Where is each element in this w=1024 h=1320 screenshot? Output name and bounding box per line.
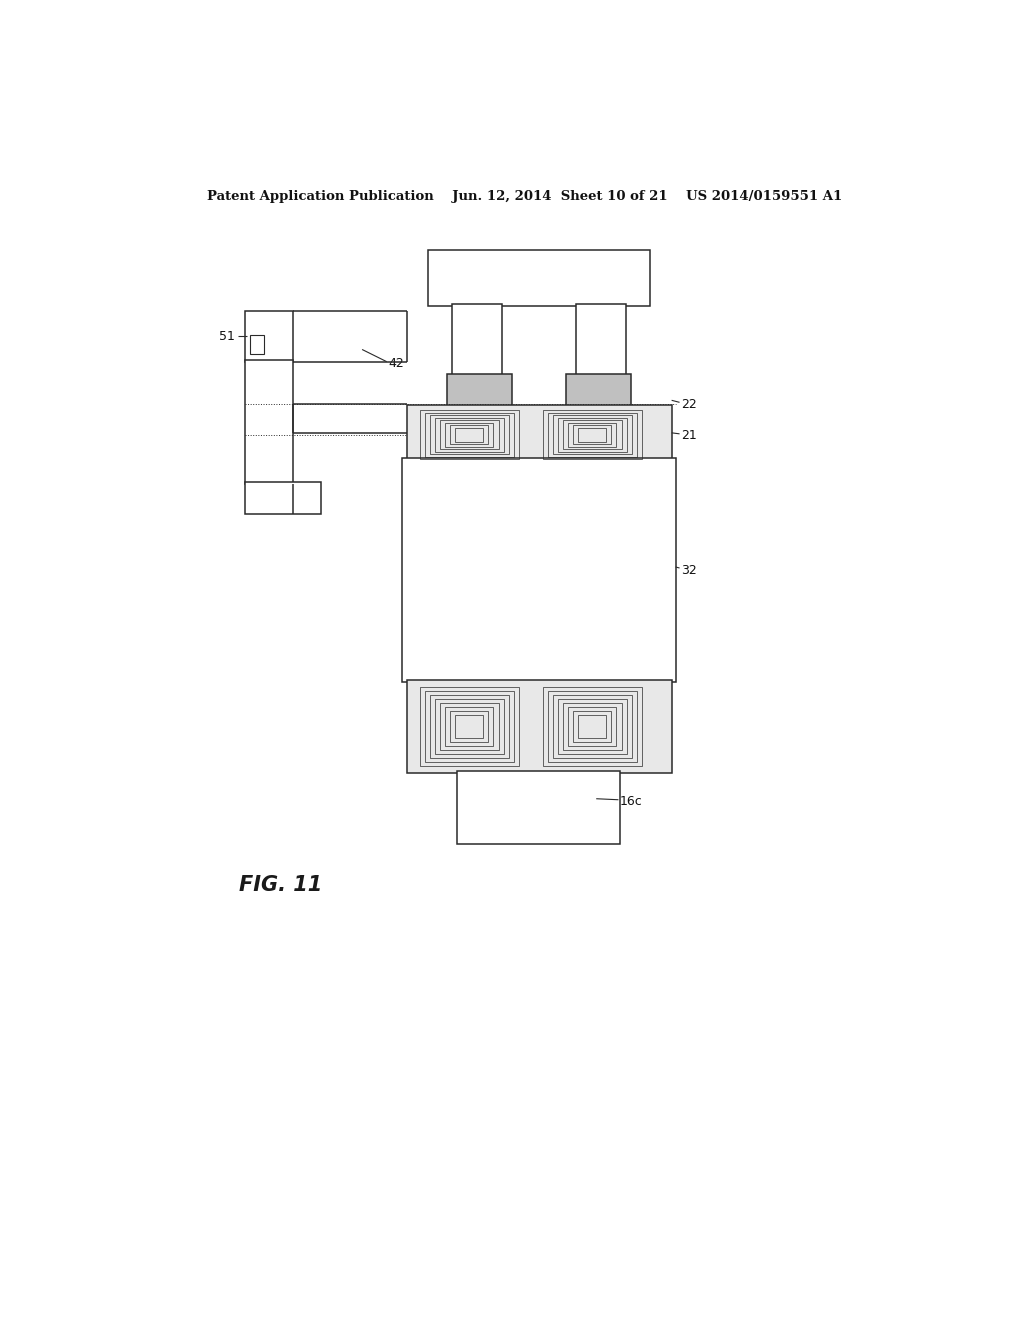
Bar [573, 711, 611, 742]
Bar [452, 304, 502, 378]
Bar [430, 696, 509, 758]
Bar [447, 374, 512, 411]
Text: 16c: 16c [620, 795, 643, 808]
Bar [548, 413, 637, 457]
Text: 22: 22 [681, 397, 697, 411]
Bar [458, 771, 621, 845]
Bar [246, 359, 293, 483]
Text: 32: 32 [681, 564, 697, 577]
Bar [553, 696, 632, 758]
Bar [428, 249, 650, 306]
Bar [558, 700, 627, 754]
Bar [246, 482, 321, 515]
Bar [451, 425, 488, 445]
Bar [563, 704, 622, 750]
Bar [430, 416, 509, 454]
Bar [451, 711, 488, 742]
Bar [577, 304, 627, 378]
Bar [579, 715, 606, 738]
Bar [440, 704, 499, 750]
Bar [425, 690, 514, 762]
Bar [435, 700, 504, 754]
Bar [246, 312, 293, 362]
Bar [563, 421, 622, 449]
Text: 51: 51 [219, 330, 236, 343]
Bar [408, 680, 672, 774]
Bar [573, 425, 611, 445]
Bar [250, 335, 264, 354]
Bar [425, 413, 514, 457]
Bar [456, 428, 483, 442]
Bar [420, 686, 519, 766]
Bar [558, 418, 627, 451]
Bar [408, 405, 672, 463]
Text: 21: 21 [681, 429, 697, 442]
Text: Patent Application Publication    Jun. 12, 2014  Sheet 10 of 21    US 2014/01595: Patent Application Publication Jun. 12, … [207, 190, 843, 202]
Bar [420, 411, 519, 459]
Bar [543, 411, 642, 459]
Bar [456, 715, 483, 738]
Bar [566, 374, 631, 411]
Bar [445, 708, 494, 746]
Text: FIG. 11: FIG. 11 [240, 875, 323, 895]
Bar [445, 422, 494, 446]
Bar [401, 458, 676, 682]
Bar [440, 421, 499, 449]
Bar [568, 708, 616, 746]
Text: 42: 42 [388, 358, 404, 370]
Bar [553, 416, 632, 454]
Bar [543, 686, 642, 766]
Bar [548, 690, 637, 762]
Bar [579, 428, 606, 442]
Bar [568, 422, 616, 446]
Bar [435, 418, 504, 451]
